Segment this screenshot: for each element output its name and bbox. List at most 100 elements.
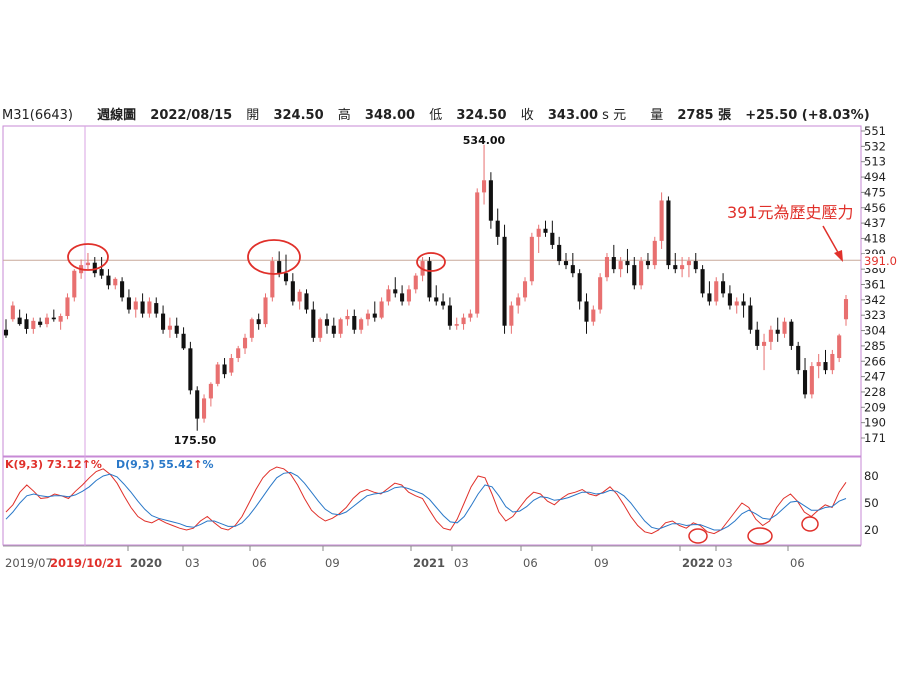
- candle-body: [666, 200, 671, 266]
- candle-body: [652, 240, 657, 266]
- candle-body: [625, 261, 630, 266]
- x-tick-label: 06: [790, 556, 805, 570]
- y-tick-label: 323: [864, 308, 886, 322]
- candle-body: [188, 348, 193, 391]
- candle-body: [659, 200, 664, 241]
- candle-body: [557, 244, 562, 262]
- candle-body: [324, 319, 330, 326]
- candle-body: [755, 329, 760, 346]
- candle-body: [202, 398, 207, 419]
- candle-body: [236, 348, 241, 359]
- candle-body: [38, 321, 43, 325]
- y-tick-label: 266: [864, 354, 886, 368]
- x-tick-label: 03: [718, 556, 733, 570]
- candle-body: [543, 228, 548, 233]
- k-line: [5, 466, 847, 535]
- candle-body: [823, 362, 828, 371]
- candle-body: [338, 319, 343, 334]
- candle-body: [85, 262, 90, 266]
- resistance-level-label: 391.0: [864, 254, 897, 268]
- candle-body: [208, 383, 213, 399]
- candle-body: [584, 301, 589, 322]
- y-tick-label: 494: [864, 170, 886, 184]
- candle-body: [406, 289, 411, 302]
- highlight-circle: [747, 527, 773, 545]
- candle-body: [495, 220, 500, 237]
- y-tick-label: 513: [864, 155, 886, 169]
- candle-body: [427, 261, 432, 298]
- candle-body: [632, 265, 637, 286]
- candle-body: [550, 232, 555, 245]
- close-value: 收 343.00 s 元: [520, 108, 627, 123]
- candle-body: [837, 335, 842, 359]
- candle-body: [65, 297, 70, 317]
- x-tick-label: 2020: [130, 556, 162, 570]
- x-tick-label: 03: [185, 556, 200, 570]
- candle-body: [379, 301, 384, 318]
- candle-body: [843, 299, 849, 320]
- candle-body: [222, 364, 227, 375]
- candle-body: [441, 301, 446, 306]
- candle-body: [126, 297, 131, 310]
- x-tick-label: 06: [523, 556, 538, 570]
- candle-body: [563, 261, 569, 266]
- candle-body: [147, 301, 152, 314]
- quote-header: M31(6643) 週線圖 2022/08/15 開 324.50 高 348.…: [2, 104, 892, 126]
- y-tick-label: 437: [864, 216, 886, 230]
- x-cursor-label: 2019/10/21: [50, 556, 122, 570]
- candle-body: [256, 319, 261, 325]
- y-tick-label: 247: [864, 370, 886, 384]
- candle-body: [229, 358, 234, 373]
- annotation-arrow: [822, 225, 841, 257]
- candle-body: [24, 319, 29, 329]
- candle-body: [796, 345, 801, 371]
- candle-body: [434, 297, 439, 302]
- price-panel-frame: [2, 125, 862, 457]
- candle-body: [802, 370, 808, 395]
- y-tick-label: 171: [864, 431, 886, 445]
- kd-y-tick-label: 20: [864, 523, 879, 537]
- candle-body: [58, 316, 63, 322]
- candle-body: [311, 309, 316, 338]
- candle-body: [748, 305, 753, 330]
- symbol-label: M31(6643): [2, 108, 73, 123]
- candle-body: [529, 236, 534, 282]
- x-tick-label: 2022: [682, 556, 714, 570]
- y-tick-label: 228: [864, 385, 886, 399]
- candle-body: [400, 293, 405, 302]
- date-label: 2022/08/15: [150, 108, 233, 123]
- annotation-arrowhead: [834, 250, 843, 262]
- resistance-annotation: 391元為歷史壓力: [727, 203, 854, 222]
- candle-body: [768, 329, 773, 342]
- change-value: +25.50 (+8.03%): [745, 108, 870, 123]
- candle-body: [297, 291, 302, 302]
- highlight-circle: [67, 243, 109, 271]
- candle-body: [290, 281, 295, 302]
- y-tick-label: 475: [864, 185, 886, 199]
- candle-body: [106, 275, 111, 286]
- candle-body: [789, 321, 794, 346]
- candle-body: [741, 301, 746, 306]
- candle-body: [263, 297, 268, 325]
- candle-body: [304, 293, 309, 310]
- candle-body: [133, 301, 138, 310]
- candle-body: [536, 228, 541, 237]
- candle-body: [707, 293, 712, 302]
- low-price-label: 175.50: [174, 434, 217, 447]
- candle-body: [372, 313, 377, 318]
- x-start-label: 2019/07: [5, 556, 53, 570]
- candle-body: [488, 180, 493, 221]
- highlight-circle: [801, 516, 819, 532]
- resistance-level-box: [862, 254, 898, 268]
- candle-body: [447, 305, 452, 326]
- candle-body: [809, 366, 814, 395]
- candle-body: [195, 390, 200, 419]
- candle-body: [577, 273, 582, 302]
- candle-body: [359, 319, 364, 330]
- candle-body: [482, 180, 487, 193]
- candle-body: [365, 313, 370, 320]
- candle-body: [17, 317, 22, 325]
- candle-body: [345, 316, 350, 320]
- highlight-circle: [247, 239, 301, 275]
